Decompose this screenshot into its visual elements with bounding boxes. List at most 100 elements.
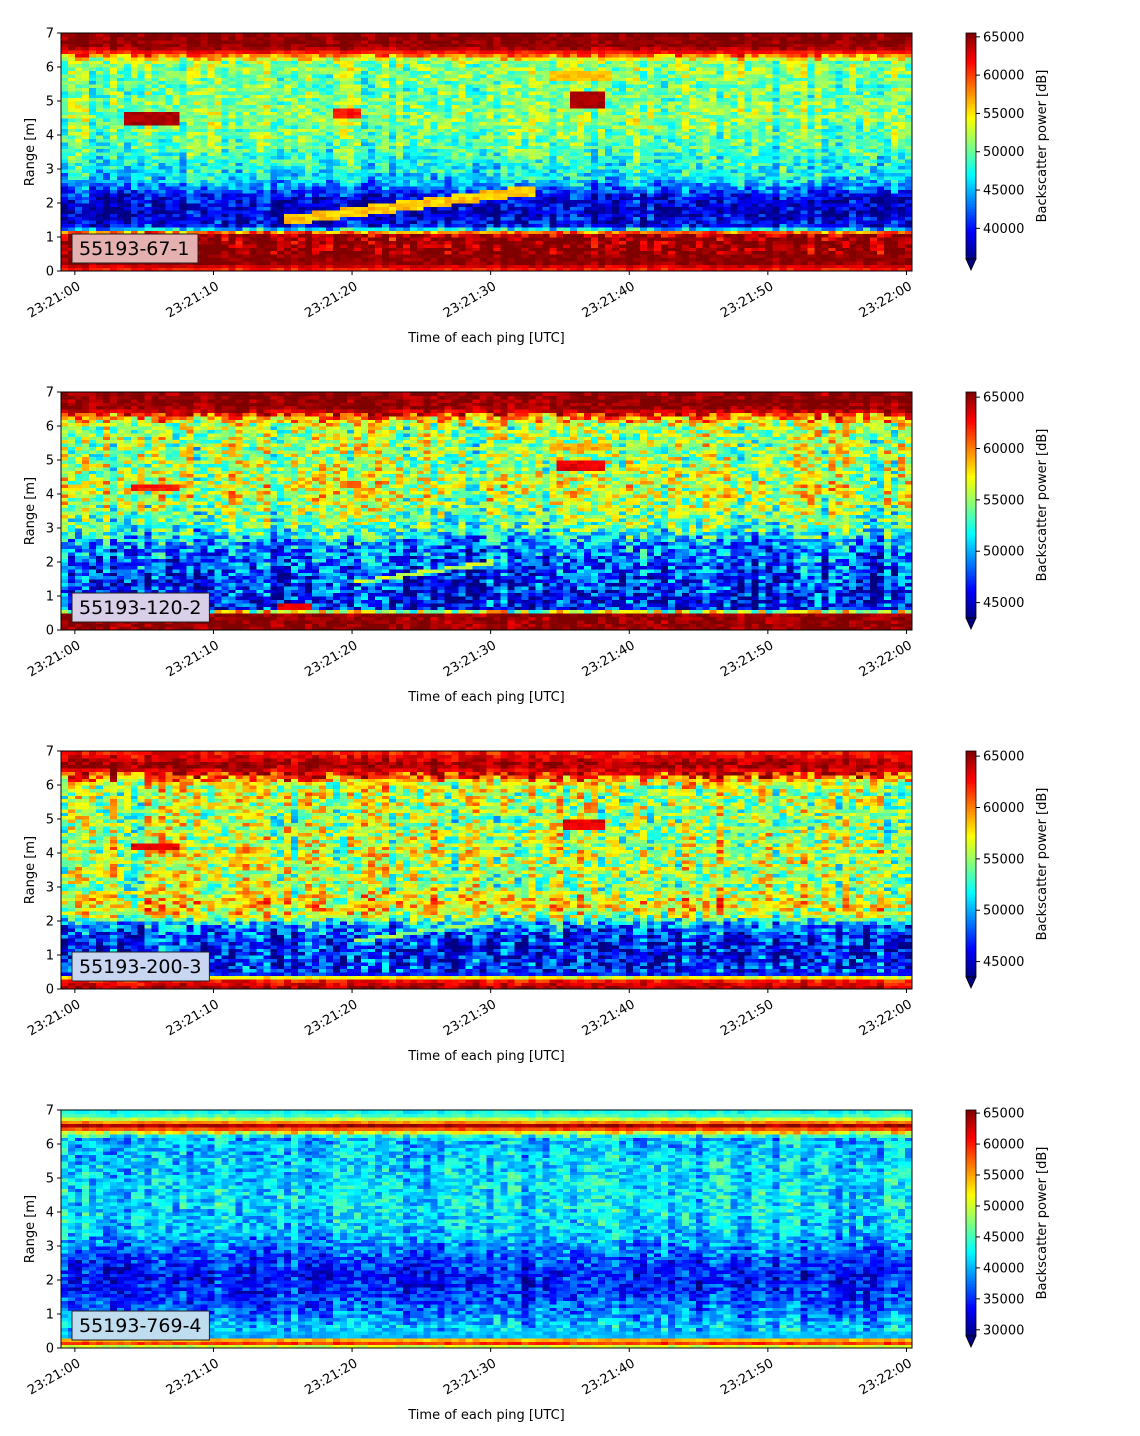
heatmap-cell <box>298 200 306 204</box>
heatmap-cell <box>138 193 146 197</box>
heatmap-cell <box>487 159 495 163</box>
heatmap-cell <box>68 210 76 214</box>
heatmap-cell <box>417 33 425 37</box>
heatmap-cell <box>131 176 139 180</box>
heatmap-cell <box>207 142 215 146</box>
heatmap-cell <box>173 193 181 197</box>
heatmap-cell <box>201 251 209 255</box>
heatmap-cell <box>312 227 320 231</box>
heatmap-cell <box>214 234 222 238</box>
heatmap-cell <box>201 244 209 248</box>
heatmap-cell <box>410 183 418 187</box>
heatmap-cell <box>228 210 236 214</box>
heatmap-cell <box>180 183 188 187</box>
heatmap-cell <box>382 33 390 37</box>
heatmap-cell <box>214 132 222 136</box>
heatmap-cell <box>389 200 397 204</box>
heatmap-cell <box>521 149 529 153</box>
heatmap-cell <box>445 193 453 197</box>
heatmap-cell <box>333 234 341 238</box>
heatmap-cell <box>291 234 299 238</box>
heatmap-cell <box>270 193 278 197</box>
heatmap-cell <box>493 193 501 197</box>
heatmap-cell <box>207 234 215 238</box>
heatmap-cell <box>424 33 432 37</box>
heatmap-cell <box>452 159 460 163</box>
heatmap-cell <box>110 227 118 231</box>
heatmap-cell <box>375 251 383 255</box>
heatmap-cell <box>131 159 139 163</box>
heatmap-cell <box>249 227 257 231</box>
heatmap-cell <box>389 176 397 180</box>
heatmap-cell <box>507 200 515 204</box>
heatmap-cell <box>103 217 111 221</box>
heatmap-cell <box>487 176 495 180</box>
heatmap-cell <box>305 176 313 180</box>
heatmap-cell <box>131 132 139 136</box>
heatmap-cell <box>110 193 118 197</box>
heatmap-cell <box>431 234 439 238</box>
heatmap-cell <box>396 193 404 197</box>
heatmap-cell <box>396 244 404 248</box>
heatmap-cell <box>487 200 495 204</box>
heatmap-cell <box>431 217 439 221</box>
heatmap-cell <box>82 159 90 163</box>
heatmap-cell <box>221 33 229 37</box>
heatmap-cell <box>347 166 355 170</box>
heatmap-cell <box>347 217 355 221</box>
heatmap-cell <box>333 166 341 170</box>
heatmap-cell <box>473 251 481 255</box>
heatmap-cell <box>103 264 111 268</box>
heatmap-cell <box>242 217 250 221</box>
heatmap-cell <box>207 251 215 255</box>
heatmap-cell <box>138 176 146 180</box>
heatmap-cell <box>410 234 418 238</box>
heatmap-cell <box>403 244 411 248</box>
heatmap-cell <box>424 210 432 214</box>
heatmap-cell <box>298 234 306 238</box>
heatmap-cell <box>82 166 90 170</box>
heatmap-cell <box>284 159 292 163</box>
heatmap-cell <box>319 33 327 37</box>
heatmap-cell <box>124 183 132 187</box>
heatmap-cell <box>382 159 390 163</box>
heatmap-cell <box>138 217 146 221</box>
heatmap-cell <box>354 193 362 197</box>
heatmap-cell <box>487 227 495 231</box>
heatmap-cell <box>263 166 271 170</box>
heatmap-cell <box>291 200 299 204</box>
heatmap-cell <box>256 217 264 221</box>
heatmap-cell <box>507 264 515 268</box>
heatmap-cell <box>61 200 69 204</box>
heatmap-cell <box>249 193 257 197</box>
heatmap-cell <box>201 142 209 146</box>
heatmap-cell <box>305 234 313 238</box>
heatmap-cell <box>528 166 536 170</box>
heatmap-cell <box>549 200 557 204</box>
heatmap-cell <box>152 227 160 231</box>
heatmap-cell <box>396 166 404 170</box>
heatmap-cell <box>180 159 188 163</box>
heatmap-cell <box>375 176 383 180</box>
heatmap-cell <box>361 142 369 146</box>
heatmap-cell <box>361 264 369 268</box>
heatmap-cell <box>473 183 481 187</box>
heatmap-cell <box>117 159 125 163</box>
heatmap-cell <box>242 193 250 197</box>
heatmap-cell <box>68 149 76 153</box>
heatmap-cell <box>103 227 111 231</box>
heatmap-cell <box>61 33 69 37</box>
heatmap-cell <box>403 166 411 170</box>
heatmap-cell <box>103 176 111 180</box>
heatmap-cell <box>333 217 341 221</box>
heatmap-cell <box>514 33 522 37</box>
heatmap-cell <box>277 200 285 204</box>
heatmap-cell <box>256 176 264 180</box>
heatmap-cell <box>528 200 536 204</box>
heatmap-cell <box>445 132 453 136</box>
heatmap-cell <box>333 210 341 214</box>
heatmap-cell <box>284 142 292 146</box>
heatmap-cell <box>389 210 397 214</box>
heatmap-cell <box>417 264 425 268</box>
heatmap-cell <box>235 264 243 268</box>
